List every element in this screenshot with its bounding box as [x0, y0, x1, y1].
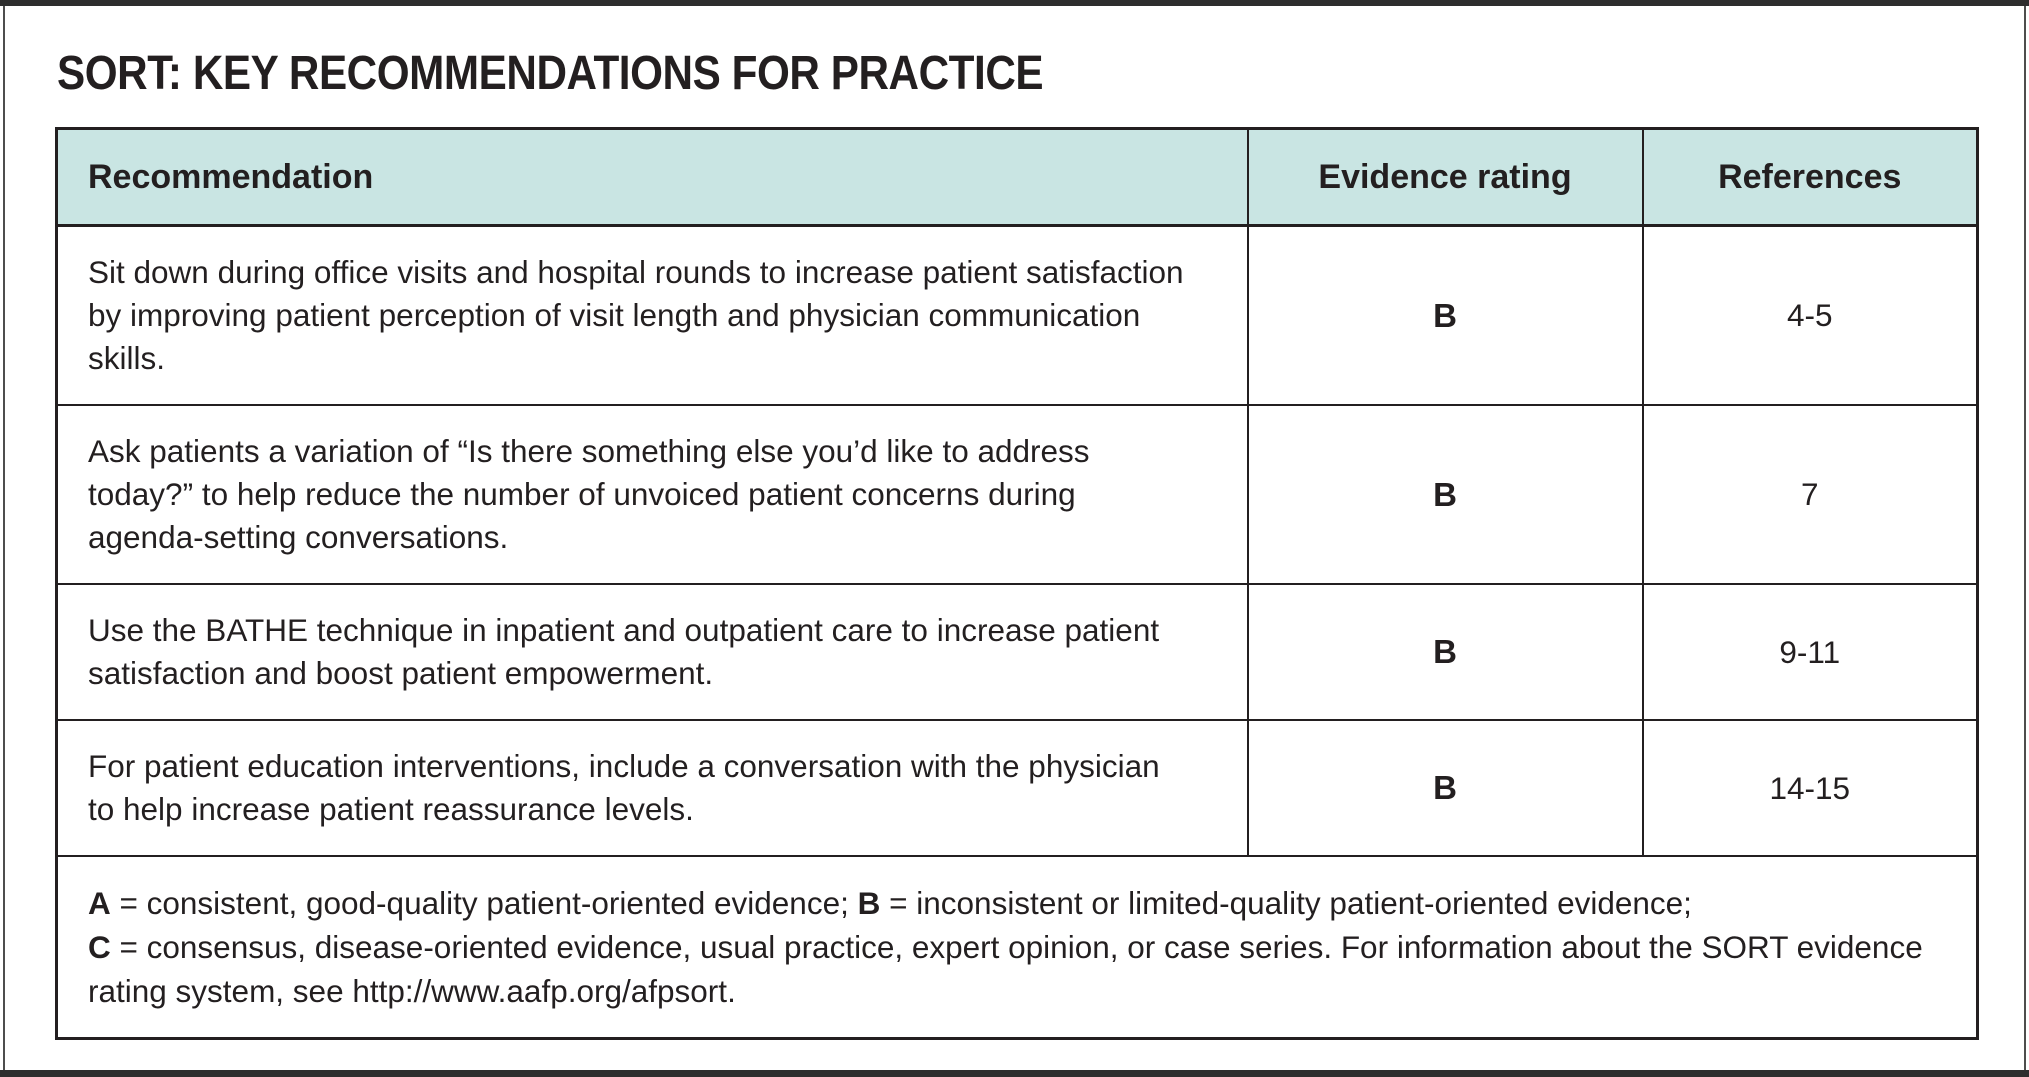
sort-table: Recommendation Evidence rating Reference… [55, 127, 1979, 1040]
footnote-row: A = consistent, good-quality patient-ori… [55, 855, 1979, 1040]
sort-footnote: A = consistent, good-quality patient-ori… [55, 855, 1979, 1040]
recommendation-cell: Ask patients a variation of “Is there so… [55, 404, 1249, 585]
header-row: Recommendation Evidence rating Reference… [55, 127, 1979, 227]
table-row: Use the BATHE technique in inpatient and… [55, 583, 1979, 721]
evidence-rating-column-header: Evidence rating [1246, 127, 1644, 227]
references-cell: 7 [1641, 404, 1979, 585]
rating-b-definition: = inconsistent or limited-quality patien… [880, 885, 1692, 921]
top-rule [0, 0, 2029, 6]
frame-border-right [2024, 6, 2026, 1070]
references-cell: 4-5 [1641, 224, 1979, 406]
footnote-period: . [727, 973, 736, 1009]
evidence-rating-cell: B [1246, 583, 1644, 721]
table-row: Sit down during office visits and hospit… [55, 224, 1979, 406]
rating-c-definition: = consensus, disease-oriented evidence, … [88, 929, 1923, 1009]
rating-a-label: A [88, 885, 111, 921]
recommendation-cell: Use the BATHE technique in inpatient and… [55, 583, 1249, 721]
figure-title: SORT: KEY RECOMMENDATIONS FOR PRACTICE [57, 47, 1044, 100]
rating-a-definition: = consistent, good-quality patient-orien… [110, 885, 858, 921]
references-column-header: References [1641, 127, 1979, 227]
recommendation-column-header: Recommendation [55, 127, 1249, 227]
recommendation-cell: For patient education interventions, inc… [55, 719, 1249, 857]
references-cell: 9-11 [1641, 583, 1979, 721]
evidence-rating-cell: B [1246, 719, 1644, 857]
references-cell: 14-15 [1641, 719, 1979, 857]
table-header: Recommendation Evidence rating Reference… [55, 127, 1979, 227]
evidence-rating-cell: B [1246, 404, 1644, 585]
evidence-rating-cell: B [1246, 224, 1644, 406]
table-row: For patient education interventions, inc… [55, 719, 1979, 857]
table-row: Ask patients a variation of “Is there so… [55, 404, 1979, 585]
recommendation-cell: Sit down during office visits and hospit… [55, 224, 1249, 406]
rating-b-label: B [857, 885, 881, 921]
bottom-rule [0, 1070, 2029, 1077]
sort-url: http://www.aafp.org/afpsort [352, 973, 728, 1009]
rating-c-label: C [88, 929, 111, 965]
frame-border-left [3, 6, 5, 1070]
